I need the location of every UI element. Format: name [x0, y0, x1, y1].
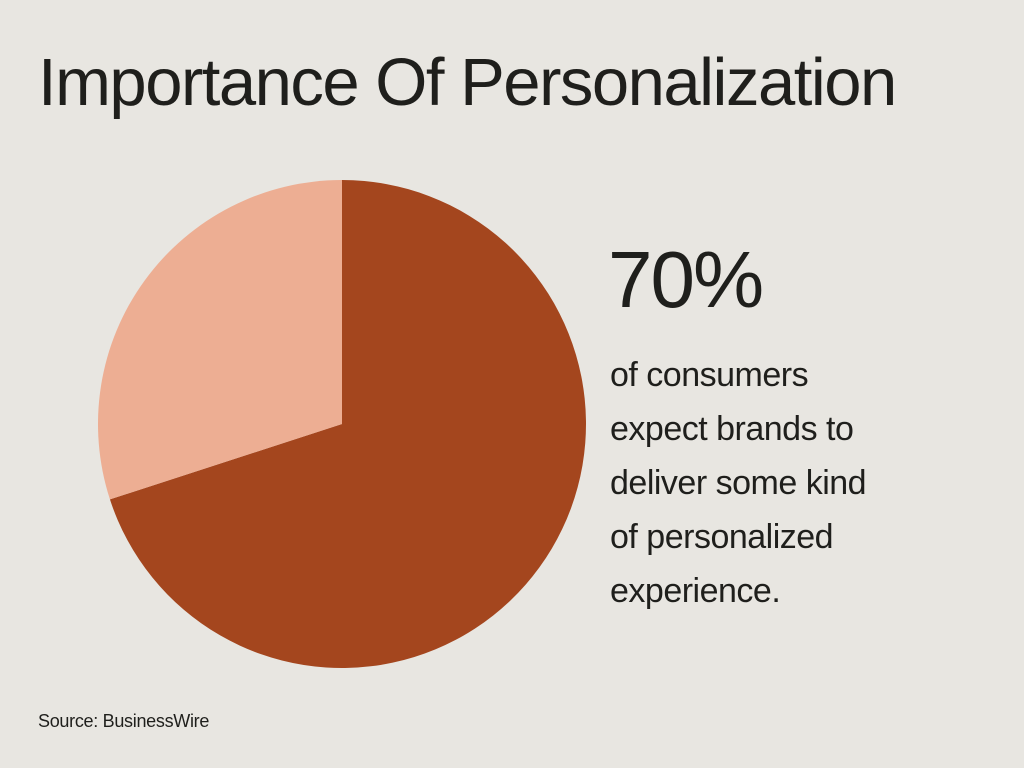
pie-slice-1 [98, 180, 343, 500]
chart-title: Importance Of Personalization [38, 45, 897, 120]
pie-slice-0 [109, 180, 587, 668]
stat-percentage: 70% [608, 235, 764, 324]
stat-description-line: deliver some kind [610, 464, 867, 502]
stat-description-line: of personalized [610, 518, 834, 556]
stat-description-line: experience. [610, 572, 781, 610]
pie-slices [98, 180, 587, 668]
stat-description: of consumers expect brands to deliver so… [610, 348, 930, 618]
stat-description-line: expect brands to [610, 410, 854, 448]
stat-description-line: of consumers [610, 356, 809, 394]
source-note: Source: BusinessWire [38, 711, 210, 731]
